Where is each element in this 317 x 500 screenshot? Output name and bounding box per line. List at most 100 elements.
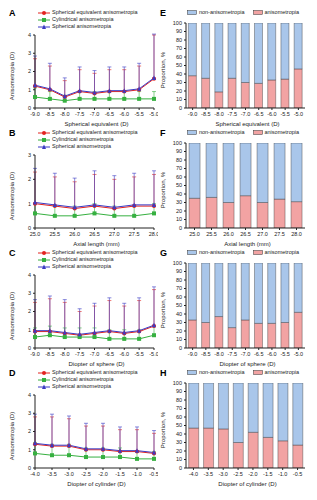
svg-text:-7.0: -7.0	[90, 111, 99, 117]
svg-text:-7.0: -7.0	[241, 351, 250, 357]
svg-text:20: 20	[176, 328, 182, 334]
svg-text:1: 1	[28, 87, 31, 93]
svg-text:-8.5: -8.5	[201, 111, 210, 117]
svg-text:1: 1	[28, 327, 31, 333]
svg-text:0: 0	[179, 345, 182, 351]
svg-text:-6.0: -6.0	[267, 351, 276, 357]
svg-text:10: 10	[176, 456, 182, 462]
svg-text:10: 10	[176, 336, 182, 342]
svg-text:26.5: 26.5	[240, 231, 251, 237]
svg-text:2: 2	[28, 176, 31, 182]
svg-text:-6.0: -6.0	[120, 351, 129, 357]
svg-text:-8.5: -8.5	[45, 111, 54, 117]
svg-text:50: 50	[176, 302, 182, 308]
svg-text:27.0: 27.0	[257, 231, 268, 237]
svg-text:100: 100	[173, 380, 182, 386]
svg-text:-4.0: -4.0	[30, 471, 39, 477]
svg-text:-5.0: -5.0	[294, 111, 303, 117]
svg-text:0: 0	[179, 465, 182, 471]
svg-text:-9.0: -9.0	[30, 111, 39, 117]
svg-text:-7.5: -7.5	[228, 111, 237, 117]
svg-text:50: 50	[176, 182, 182, 188]
svg-text:3: 3	[28, 152, 31, 158]
svg-text:0: 0	[28, 465, 31, 471]
svg-text:-6.5: -6.5	[254, 111, 263, 117]
svg-text:10: 10	[176, 216, 182, 222]
svg-text:60: 60	[176, 54, 182, 60]
svg-text:80: 80	[176, 277, 182, 283]
svg-text:70: 70	[176, 45, 182, 51]
svg-text:30: 30	[176, 199, 182, 205]
svg-text:4: 4	[28, 392, 31, 398]
svg-text:-5.5: -5.5	[134, 111, 143, 117]
svg-text:90: 90	[176, 268, 182, 274]
svg-text:-9.0: -9.0	[30, 351, 39, 357]
svg-text:40: 40	[176, 311, 182, 317]
svg-text:-7.5: -7.5	[228, 351, 237, 357]
svg-text:40: 40	[176, 191, 182, 197]
svg-text:-0.5: -0.5	[293, 471, 302, 477]
svg-text:10: 10	[176, 96, 182, 102]
svg-text:-5.0: -5.0	[149, 351, 158, 357]
svg-text:50: 50	[176, 422, 182, 428]
svg-text:25.5: 25.5	[206, 231, 217, 237]
svg-text:-0.5: -0.5	[149, 471, 158, 477]
svg-text:27.5: 27.5	[274, 231, 285, 237]
svg-text:27.0: 27.0	[109, 231, 120, 237]
svg-text:-4.0: -4.0	[189, 471, 198, 477]
svg-text:60: 60	[176, 414, 182, 420]
svg-text:20: 20	[176, 448, 182, 454]
svg-text:26.5: 26.5	[89, 231, 100, 237]
svg-text:25.5: 25.5	[49, 231, 60, 237]
svg-text:-8.0: -8.0	[214, 111, 223, 117]
svg-text:-5.5: -5.5	[280, 351, 289, 357]
svg-text:-9.0: -9.0	[188, 111, 197, 117]
svg-text:30: 30	[176, 439, 182, 445]
svg-text:4: 4	[28, 32, 31, 38]
svg-text:2: 2	[28, 68, 31, 74]
svg-text:-8.5: -8.5	[45, 351, 54, 357]
svg-text:40: 40	[176, 71, 182, 77]
svg-text:1: 1	[28, 201, 31, 207]
svg-text:-1.0: -1.0	[132, 471, 141, 477]
svg-text:-3.5: -3.5	[204, 471, 213, 477]
svg-text:-7.5: -7.5	[75, 111, 84, 117]
svg-text:-7.0: -7.0	[241, 111, 250, 117]
svg-text:50: 50	[176, 62, 182, 68]
svg-text:-5.0: -5.0	[149, 111, 158, 117]
svg-text:-2.0: -2.0	[248, 471, 257, 477]
svg-text:70: 70	[176, 285, 182, 291]
svg-text:-9.0: -9.0	[188, 351, 197, 357]
svg-text:27.5: 27.5	[129, 231, 140, 237]
svg-text:-1.0: -1.0	[278, 471, 287, 477]
svg-text:100: 100	[173, 260, 182, 266]
svg-text:20: 20	[176, 88, 182, 94]
svg-text:-8.5: -8.5	[201, 351, 210, 357]
svg-text:28.0: 28.0	[149, 231, 158, 237]
svg-text:3: 3	[28, 410, 31, 416]
svg-text:-6.0: -6.0	[267, 111, 276, 117]
svg-text:30: 30	[176, 319, 182, 325]
svg-text:90: 90	[176, 148, 182, 154]
svg-text:80: 80	[176, 37, 182, 43]
svg-text:0: 0	[28, 225, 31, 231]
svg-text:3: 3	[28, 290, 31, 296]
svg-text:25.0: 25.0	[30, 231, 41, 237]
svg-text:2: 2	[28, 308, 31, 314]
svg-text:-8.0: -8.0	[214, 351, 223, 357]
svg-text:1: 1	[28, 447, 31, 453]
svg-text:60: 60	[176, 174, 182, 180]
svg-text:3: 3	[28, 50, 31, 56]
svg-text:-8.0: -8.0	[60, 111, 69, 117]
svg-text:-2.5: -2.5	[233, 471, 242, 477]
svg-text:20: 20	[176, 208, 182, 214]
svg-text:-5.5: -5.5	[134, 351, 143, 357]
svg-text:90: 90	[176, 28, 182, 34]
svg-text:80: 80	[176, 157, 182, 163]
svg-text:0: 0	[28, 105, 31, 111]
svg-text:90: 90	[176, 388, 182, 394]
svg-text:70: 70	[176, 165, 182, 171]
svg-text:-2.5: -2.5	[81, 471, 90, 477]
svg-text:26.0: 26.0	[223, 231, 234, 237]
svg-text:-3.5: -3.5	[47, 471, 56, 477]
